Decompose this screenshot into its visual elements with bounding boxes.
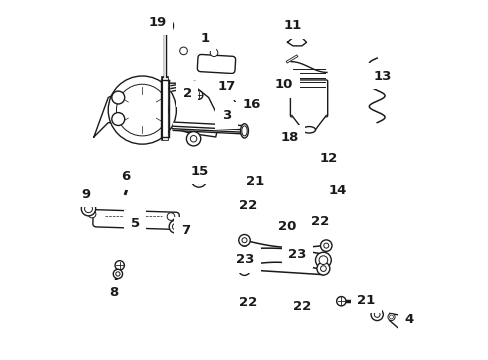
Circle shape: [331, 158, 339, 166]
Text: 8: 8: [109, 286, 118, 300]
Polygon shape: [244, 262, 323, 275]
Text: 20: 20: [278, 220, 296, 234]
Circle shape: [156, 17, 173, 35]
Circle shape: [115, 261, 124, 270]
Circle shape: [238, 259, 244, 265]
Circle shape: [333, 160, 337, 164]
Circle shape: [240, 251, 248, 259]
Text: 22: 22: [310, 215, 328, 228]
Text: 22: 22: [239, 199, 257, 212]
Text: 1: 1: [200, 32, 209, 46]
Circle shape: [310, 224, 316, 229]
Text: 3: 3: [222, 109, 231, 122]
Circle shape: [88, 210, 96, 218]
Circle shape: [242, 267, 246, 272]
Circle shape: [373, 312, 379, 318]
Ellipse shape: [241, 126, 247, 136]
Circle shape: [223, 117, 233, 127]
Circle shape: [316, 262, 329, 275]
Polygon shape: [287, 36, 306, 46]
Text: 19: 19: [148, 16, 166, 31]
Circle shape: [190, 135, 196, 142]
Circle shape: [124, 178, 133, 188]
Circle shape: [306, 221, 319, 233]
Circle shape: [172, 224, 179, 230]
Polygon shape: [291, 116, 325, 130]
FancyBboxPatch shape: [197, 54, 235, 73]
Circle shape: [233, 94, 243, 103]
Circle shape: [210, 49, 217, 57]
Circle shape: [236, 247, 252, 263]
Text: 16: 16: [242, 98, 260, 111]
FancyBboxPatch shape: [290, 80, 327, 117]
Circle shape: [238, 234, 250, 246]
Text: 6: 6: [122, 170, 130, 184]
Circle shape: [186, 132, 201, 146]
Text: 11: 11: [283, 19, 302, 35]
Text: 4: 4: [398, 313, 413, 327]
Text: 15: 15: [190, 165, 208, 177]
Circle shape: [370, 309, 383, 320]
Circle shape: [113, 269, 122, 279]
Circle shape: [323, 243, 328, 248]
Polygon shape: [94, 83, 219, 137]
Text: 23: 23: [236, 253, 254, 266]
Text: 22: 22: [239, 296, 257, 309]
Text: 13: 13: [373, 69, 391, 82]
Text: 21: 21: [245, 175, 264, 188]
Circle shape: [242, 238, 246, 243]
Circle shape: [301, 300, 307, 306]
Circle shape: [112, 91, 124, 104]
Ellipse shape: [302, 127, 315, 133]
Circle shape: [159, 20, 170, 32]
Text: 17: 17: [217, 80, 235, 93]
Circle shape: [112, 113, 124, 126]
Text: 22: 22: [292, 300, 310, 313]
Circle shape: [315, 252, 330, 268]
Circle shape: [387, 314, 394, 320]
Polygon shape: [333, 158, 339, 171]
Text: 2: 2: [182, 87, 191, 100]
Text: 7: 7: [176, 224, 189, 237]
Circle shape: [191, 171, 206, 187]
Text: 21: 21: [355, 294, 375, 307]
Text: 18: 18: [280, 131, 298, 144]
Circle shape: [81, 202, 96, 216]
Polygon shape: [244, 240, 323, 254]
Circle shape: [169, 220, 182, 233]
Text: 12: 12: [319, 152, 337, 165]
Ellipse shape: [240, 124, 248, 138]
Text: 23: 23: [288, 248, 306, 261]
Circle shape: [159, 20, 170, 32]
Circle shape: [239, 296, 245, 302]
Polygon shape: [333, 187, 344, 202]
Circle shape: [234, 255, 247, 268]
Circle shape: [84, 205, 92, 213]
Circle shape: [194, 91, 203, 99]
FancyBboxPatch shape: [93, 210, 179, 229]
Text: 9: 9: [81, 188, 90, 202]
Circle shape: [194, 175, 203, 184]
Circle shape: [180, 47, 187, 55]
Circle shape: [320, 266, 325, 271]
Circle shape: [318, 256, 327, 265]
Text: 10: 10: [274, 78, 292, 91]
Circle shape: [116, 84, 168, 136]
Circle shape: [336, 297, 346, 306]
Circle shape: [244, 180, 254, 189]
Circle shape: [167, 213, 174, 220]
Circle shape: [298, 297, 310, 309]
Circle shape: [389, 315, 393, 319]
Polygon shape: [389, 314, 403, 328]
Circle shape: [320, 240, 331, 251]
Text: 14: 14: [328, 184, 346, 197]
Circle shape: [238, 264, 250, 275]
Circle shape: [236, 293, 248, 305]
Circle shape: [116, 272, 120, 276]
Text: 5: 5: [130, 216, 140, 230]
Circle shape: [108, 76, 176, 144]
